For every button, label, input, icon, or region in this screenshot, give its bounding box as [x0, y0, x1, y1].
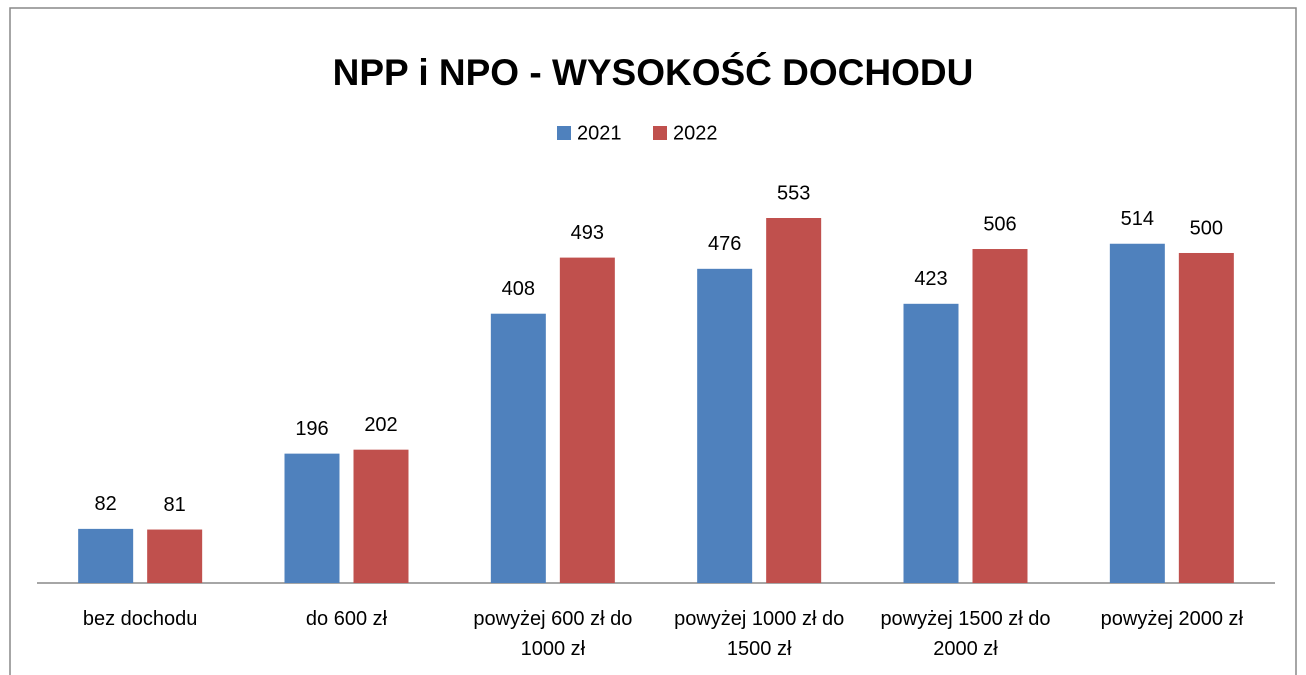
- data-label: 553: [777, 182, 810, 204]
- legend-label: 2022: [673, 122, 718, 144]
- bar: [559, 257, 615, 583]
- chart-frame: [9, 7, 1297, 675]
- bar: [766, 218, 822, 583]
- bar: [353, 449, 409, 583]
- legend-swatch: [557, 126, 571, 140]
- legend-label: 2021: [577, 122, 622, 144]
- x-tick-label: powyżej 1500 zł do 2000 zł: [880, 608, 1051, 660]
- data-label: 514: [1121, 208, 1154, 230]
- bar: [972, 249, 1028, 583]
- bar: [147, 529, 203, 583]
- data-label: 202: [364, 414, 397, 436]
- bar: [1178, 252, 1234, 583]
- data-label: 423: [914, 268, 947, 290]
- bar: [284, 453, 340, 583]
- legend-swatch: [653, 126, 667, 140]
- x-tick-label: do 600 zł: [305, 608, 388, 630]
- bar: [697, 268, 753, 583]
- bar: [903, 303, 959, 583]
- data-label: 476: [708, 233, 741, 255]
- x-tick-label: powyżej 600 zł do 1000 zł: [473, 608, 633, 660]
- x-tick-label: powyżej 1000 zł do 1500 zł: [674, 608, 845, 660]
- bar: [490, 313, 546, 583]
- bar: [1109, 243, 1165, 584]
- chart-title: NPP i NPO - WYSOKOŚĆ DOCHODU: [333, 51, 974, 93]
- data-label: 196: [295, 418, 328, 440]
- data-label: 408: [502, 278, 535, 300]
- data-label: 81: [164, 494, 186, 516]
- data-label: 506: [983, 213, 1016, 235]
- data-label: 500: [1190, 217, 1223, 239]
- bar: [78, 528, 134, 583]
- x-tick-label: powyżej 2000 zł: [1100, 608, 1243, 630]
- x-tick-label: bez dochodu: [82, 608, 198, 630]
- data-label: 82: [95, 493, 117, 515]
- data-label: 493: [571, 222, 604, 244]
